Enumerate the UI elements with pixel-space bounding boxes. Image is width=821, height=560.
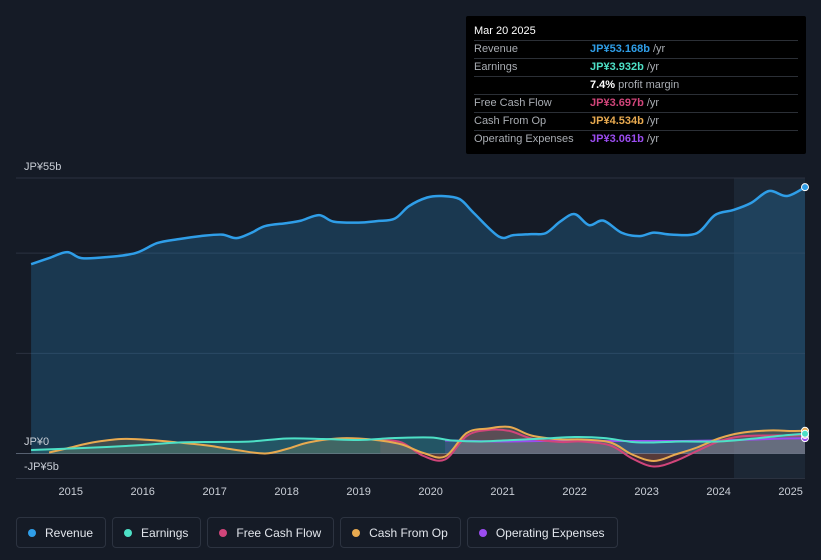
cash-from-op-line [48,425,806,462]
legend-label: Cash From Op [369,525,448,540]
tooltip: Mar 20 2025 Revenue JP¥53.168b/yr Earnings… [466,16,806,154]
legend-label: Revenue [45,525,94,540]
earnings-line [31,432,806,451]
x-tick-2023: 2023 [634,486,658,498]
tooltip-label [474,77,590,94]
tooltip-row: 7.4% profit margin [474,76,798,94]
tooltip-unit: /yr [652,43,666,55]
tooltip-value: JP¥3.932b [590,61,644,73]
tooltip-value: JP¥4.534b [590,115,644,127]
tooltip-unit: /yr [646,97,660,109]
tooltip-value: JP¥3.697b [590,97,644,109]
tooltip-label: Earnings [474,61,518,73]
tooltip-unit: /yr [646,115,660,127]
series-lines [30,186,806,468]
revenue-endpoint [801,183,809,192]
tooltip-value: 7.4% [590,79,616,91]
legend-item-free-cash-flow[interactable]: Free Cash Flow [207,517,335,548]
highlight-band [734,178,805,479]
legend: Revenue Earnings Free Cash Flow Cash From O… [16,517,618,548]
free-cash-flow-area [380,429,805,467]
tooltip-unit: /yr [646,61,660,73]
legend-dot-icon [352,528,361,537]
y-label-top: JP¥55b [24,161,61,173]
tooltip-label: Revenue [474,43,519,55]
legend-item-cash-from-op[interactable]: Cash From Op [340,517,461,548]
y-label-bottom: -JP¥5b [24,461,59,473]
legend-item-operating-expenses[interactable]: Operating Expenses [466,517,618,548]
free-cash-flow-line [380,428,806,468]
legend-label: Operating Expenses [495,525,605,540]
x-axis-labels: 2015 2016 2017 2018 2019 2020 2021 2022 2023 2024… [58,486,802,498]
legend-dot-icon [219,528,228,537]
x-tick-2025: 2025 [778,486,802,498]
legend-dot-icon [124,528,133,537]
legend-label: Free Cash Flow [236,525,322,540]
x-tick-2017: 2017 [202,486,226,498]
y-axis-labels: JP¥55b JP¥0 -JP¥5b [24,161,61,473]
x-tick-2016: 2016 [130,486,154,498]
cash-from-op-area [49,426,806,461]
tooltip-unit: /yr [646,133,660,145]
revenue-line [30,186,806,266]
tooltip-row: Free Cash Flow JP¥3.697b/yr [474,94,798,112]
tooltip-value: JP¥53.168b [590,43,650,55]
tooltip-row: Revenue JP¥53.168b/yr [474,40,798,58]
tooltip-date: Mar 20 2025 [474,25,536,37]
legend-item-revenue[interactable]: Revenue [16,517,107,548]
legend-dot-icon [28,528,36,537]
gridlines [16,177,805,480]
tooltip-row: Cash From Op JP¥4.534b/yr [474,112,798,130]
series-endpoints [801,183,809,443]
x-tick-2019: 2019 [346,486,370,498]
y-label-zero: JP¥0 [24,436,49,448]
tooltip-unit: profit margin [618,79,680,91]
tooltip-label: Cash From Op [474,115,547,127]
earnings-endpoint [801,429,809,438]
series-areas [31,187,806,467]
tooltip-label: Operating Expenses [474,133,574,145]
x-tick-2024: 2024 [706,486,730,498]
x-tick-2021: 2021 [490,486,514,498]
x-tick-2015: 2015 [58,486,82,498]
tooltip-value: JP¥3.061b [590,133,644,145]
legend-dot-icon [478,528,487,537]
legend-item-earnings[interactable]: Earnings [112,517,202,548]
tooltip-row: Earnings JP¥3.932b/yr [474,58,798,76]
legend-label: Earnings [141,525,189,540]
x-tick-2020: 2020 [418,486,442,498]
revenue-area [31,187,806,454]
tooltip-row: Operating Expenses JP¥3.061b/yr [474,130,798,148]
chart-area: JP¥55b JP¥0 -JP¥5b 2015 2016 2017 2018 2019 2… [16,161,809,498]
x-tick-2022: 2022 [562,486,586,498]
x-tick-2018: 2018 [274,486,298,498]
tooltip-label: Free Cash Flow [474,97,552,109]
